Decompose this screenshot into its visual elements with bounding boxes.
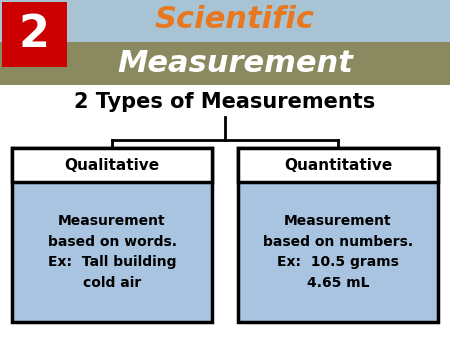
Bar (12, 148, 212, 182)
Text: Measurement
based on numbers.
Ex:  10.5 grams
4.65 mL: Measurement based on numbers. Ex: 10.5 g… (263, 214, 413, 290)
Text: Qualitative: Qualitative (64, 158, 160, 172)
Text: 2: 2 (19, 13, 50, 56)
Bar (238, 148, 438, 182)
Bar (0, 0, 450, 42)
Text: Measurement
based on words.
Ex:  Tall building
cold air: Measurement based on words. Ex: Tall bui… (48, 214, 176, 290)
Text: 2 Types of Measurements: 2 Types of Measurements (74, 92, 376, 112)
Bar (12, 148, 212, 322)
Bar (0, 42, 450, 85)
Bar (2, 2, 67, 67)
Bar (238, 148, 438, 322)
Text: Measurement: Measurement (117, 49, 353, 78)
Text: Quantitative: Quantitative (284, 158, 392, 172)
Text: Scientific: Scientific (155, 5, 315, 34)
